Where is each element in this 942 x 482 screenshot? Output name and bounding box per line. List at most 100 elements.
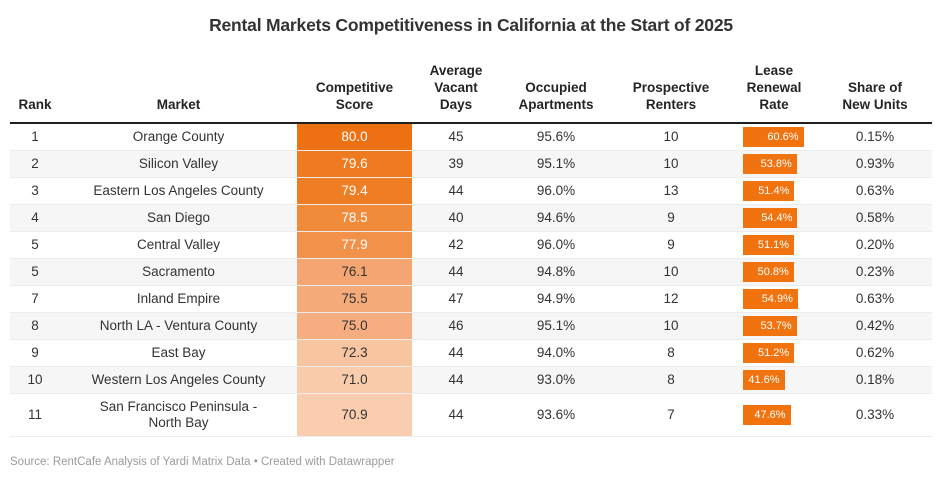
cell-renters: 12 xyxy=(612,285,730,313)
cell-vacant_days: 47 xyxy=(412,285,500,313)
rental-markets-table: Rank Market Competitive Score Average Vacan… xyxy=(10,37,932,437)
cell-market: Silicon Valley xyxy=(60,150,297,178)
cell-score: 79.6 xyxy=(297,150,412,178)
cell-rank: 5 xyxy=(10,231,60,259)
column-header-vacant_days: Average Vacant Days xyxy=(412,37,500,124)
table-row: 5 Sacramento 76.1 44 94.8% 10 50.8% 0.23% xyxy=(10,258,932,286)
renewal-rate-label: 51.2% xyxy=(757,347,790,359)
table-row: 3 Eastern Los Angeles County 79.4 44 96.0% 13… xyxy=(10,177,932,205)
cell-renewal: 51.4% xyxy=(730,177,818,205)
cell-score: 76.1 xyxy=(297,258,412,286)
cell-vacant_days: 44 xyxy=(412,366,500,394)
renewal-rate-label: 53.8% xyxy=(760,158,792,170)
cell-rank: 7 xyxy=(10,285,60,313)
column-header-occupied: Occupied Apartments xyxy=(500,37,612,124)
cell-occupied: 94.8% xyxy=(500,258,612,286)
renewal-rate-bar: 54.9% xyxy=(743,289,798,309)
cell-score: 75.0 xyxy=(297,312,412,340)
cell-renters: 10 xyxy=(612,150,730,178)
cell-vacant_days: 46 xyxy=(412,312,500,340)
cell-market: Orange County xyxy=(60,123,297,151)
table-row: 5 Central Valley 77.9 42 96.0% 9 51.1% 0.20% xyxy=(10,231,932,259)
cell-score: 77.9 xyxy=(297,231,412,259)
column-header-renewal: Lease Renewal Rate xyxy=(730,37,818,124)
cell-vacant_days: 44 xyxy=(412,177,500,205)
cell-new_units: 0.58% xyxy=(818,204,932,232)
cell-new_units: 0.63% xyxy=(818,177,932,205)
table-row: 8 North LA - Ventura County 75.0 46 95.1% 10 5… xyxy=(10,312,932,340)
renewal-rate-bar: 60.6% xyxy=(743,127,804,147)
renewal-rate-label: 47.6% xyxy=(754,409,786,421)
cell-renters: 10 xyxy=(612,123,730,151)
chart-title: Rental Markets Competitiveness in Califo… xyxy=(209,15,733,35)
cell-occupied: 93.0% xyxy=(500,366,612,394)
cell-renters: 10 xyxy=(612,312,730,340)
cell-vacant_days: 40 xyxy=(412,204,500,232)
cell-score: 70.9 xyxy=(297,393,412,437)
cell-occupied: 94.6% xyxy=(500,204,612,232)
table-header-row: Rank Market Competitive Score Average Vacan… xyxy=(10,37,932,124)
cell-new_units: 0.23% xyxy=(818,258,932,286)
cell-occupied: 96.0% xyxy=(500,231,612,259)
renewal-rate-bar: 47.6% xyxy=(743,405,791,425)
column-header-new_units: Share of New Units xyxy=(818,37,932,124)
renewal-rate-label: 54.9% xyxy=(761,293,793,305)
cell-new_units: 0.20% xyxy=(818,231,932,259)
table-row: 11 San Francisco Peninsula - North Bay 70.… xyxy=(10,393,932,437)
renewal-rate-label: 41.6% xyxy=(748,374,780,386)
cell-vacant_days: 42 xyxy=(412,231,500,259)
cell-renewal: 60.6% xyxy=(730,123,818,151)
cell-vacant_days: 44 xyxy=(412,258,500,286)
cell-occupied: 94.0% xyxy=(500,339,612,367)
renewal-rate-label: 60.6% xyxy=(767,131,799,143)
cell-market: East Bay xyxy=(60,339,297,367)
table-row: 2 Silicon Valley 79.6 39 95.1% 10 53.8% 0.93% xyxy=(10,150,932,178)
cell-market: Sacramento xyxy=(60,258,297,286)
cell-rank: 3 xyxy=(10,177,60,205)
cell-score: 78.5 xyxy=(297,204,412,232)
cell-score: 75.5 xyxy=(297,285,412,313)
renewal-rate-bar: 51.2% xyxy=(743,343,795,363)
cell-rank: 9 xyxy=(10,339,60,367)
renewal-rate-bar: 53.8% xyxy=(743,154,797,174)
source-note: Source: RentCafe Analysis of Yardi Matri… xyxy=(10,456,395,468)
cell-occupied: 96.0% xyxy=(500,177,612,205)
cell-occupied: 95.6% xyxy=(500,123,612,151)
cell-occupied: 93.6% xyxy=(500,393,612,437)
renewal-rate-label: 50.8% xyxy=(757,266,789,278)
table-row: 4 San Diego 78.5 40 94.6% 9 54.4% 0.58% xyxy=(10,204,932,232)
cell-renters: 9 xyxy=(612,204,730,232)
cell-renters: 9 xyxy=(612,231,730,259)
cell-vacant_days: 39 xyxy=(412,150,500,178)
cell-rank: 10 xyxy=(10,366,60,394)
cell-score: 80.0 xyxy=(297,123,412,151)
column-header-renters: Prospective Renters xyxy=(612,37,730,124)
cell-renewal: 54.4% xyxy=(730,204,818,232)
cell-renters: 7 xyxy=(612,393,730,437)
cell-market: San Diego xyxy=(60,204,297,232)
renewal-rate-label: 51.4% xyxy=(758,185,790,197)
renewal-rate-bar: 51.4% xyxy=(743,181,795,201)
cell-renewal: 47.6% xyxy=(730,393,818,437)
column-header-rank: Rank xyxy=(10,37,60,124)
cell-occupied: 95.1% xyxy=(500,150,612,178)
table-row: 10 Western Los Angeles County 71.0 44 93.0% 8… xyxy=(10,366,932,394)
cell-vacant_days: 45 xyxy=(412,123,500,151)
cell-renters: 8 xyxy=(612,339,730,367)
renewal-rate-bar: 50.8% xyxy=(743,262,794,282)
cell-renewal: 50.8% xyxy=(730,258,818,286)
cell-renters: 8 xyxy=(612,366,730,394)
renewal-rate-bar: 41.6% xyxy=(743,370,785,390)
cell-rank: 2 xyxy=(10,150,60,178)
cell-new_units: 0.93% xyxy=(818,150,932,178)
cell-market: Eastern Los Angeles County xyxy=(60,177,297,205)
cell-vacant_days: 44 xyxy=(412,393,500,437)
renewal-rate-label: 54.4% xyxy=(761,212,793,224)
cell-new_units: 0.18% xyxy=(818,366,932,394)
column-header-score: Competitive Score xyxy=(297,37,412,124)
cell-score: 71.0 xyxy=(297,366,412,394)
cell-market: San Francisco Peninsula - North Bay xyxy=(60,393,297,437)
cell-renters: 10 xyxy=(612,258,730,286)
cell-rank: 4 xyxy=(10,204,60,232)
cell-new_units: 0.42% xyxy=(818,312,932,340)
